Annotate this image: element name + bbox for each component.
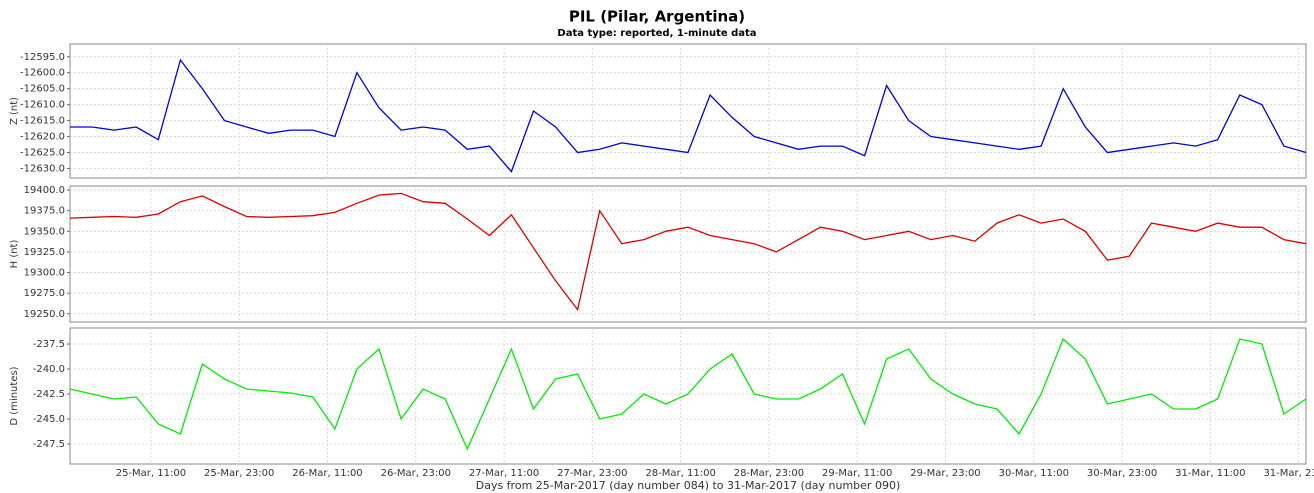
y-axis-label: H (nt) <box>9 240 20 269</box>
y-tick-label: -12600.0 <box>20 68 65 79</box>
y-tick-label: -247.5 <box>33 439 65 450</box>
data-line <box>69 192 1307 312</box>
x-tick-label: 27-Mar, 23:00 <box>557 468 627 479</box>
y-tick-label: 19400.0 <box>24 185 65 196</box>
x-tick-label: 30-Mar, 11:00 <box>999 468 1069 479</box>
plot-area <box>69 327 1307 465</box>
y-tick-label: -245.0 <box>33 414 65 425</box>
x-tick-label: 31-Mar, 23:00 <box>1263 468 1314 479</box>
x-tick-label: 26-Mar, 23:00 <box>381 468 451 479</box>
y-axis-label: D (minutes) <box>9 366 20 425</box>
x-tick-label: 29-Mar, 23:00 <box>910 468 980 479</box>
x-tick-label: 29-Mar, 11:00 <box>822 468 892 479</box>
x-tick-label: 30-Mar, 23:00 <box>1087 468 1157 479</box>
plot-area <box>69 185 1307 323</box>
x-axis-label: Days from 25-Mar-2017 (day number 084) t… <box>476 479 901 492</box>
x-tick-label: 25-Mar, 23:00 <box>204 468 274 479</box>
x-tick-label: 28-Mar, 11:00 <box>645 468 715 479</box>
x-tick-label: 26-Mar, 11:00 <box>292 468 362 479</box>
y-tick-label: -12625.0 <box>20 147 65 158</box>
y-tick-label: 19375.0 <box>24 206 65 217</box>
y-tick-label: -240.0 <box>33 364 65 375</box>
y-tick-label: -237.5 <box>33 339 65 350</box>
y-tick-label: -12615.0 <box>20 116 65 127</box>
chart-subtitle: Data type: reported, 1-minute data <box>557 28 756 39</box>
x-tick-label: 25-Mar, 11:00 <box>116 468 186 479</box>
y-tick-label: 19300.0 <box>24 268 65 279</box>
y-tick-label: 19350.0 <box>24 226 65 237</box>
y-tick-label: -12595.0 <box>20 52 65 63</box>
y-tick-label: 19325.0 <box>24 247 65 258</box>
y-axis-label: Z (nt) <box>9 97 20 125</box>
y-tick-label: 19250.0 <box>24 309 65 320</box>
plot-area <box>69 43 1307 179</box>
y-tick-label: 19275.0 <box>24 288 65 299</box>
y-tick-label: -12605.0 <box>20 84 65 95</box>
data-line <box>70 58 1307 173</box>
chart-title: PIL (Pilar, Argentina) <box>569 8 745 26</box>
x-tick-label: 27-Mar, 11:00 <box>469 468 539 479</box>
y-tick-label: -12610.0 <box>20 100 65 111</box>
x-tick-label: 31-Mar, 11:00 <box>1175 468 1245 479</box>
y-tick-label: -12630.0 <box>20 163 65 174</box>
data-line <box>69 337 1307 451</box>
y-tick-label: -242.5 <box>33 389 65 400</box>
y-tick-label: -12620.0 <box>20 132 65 143</box>
x-tick-label: 28-Mar, 23:00 <box>734 468 804 479</box>
